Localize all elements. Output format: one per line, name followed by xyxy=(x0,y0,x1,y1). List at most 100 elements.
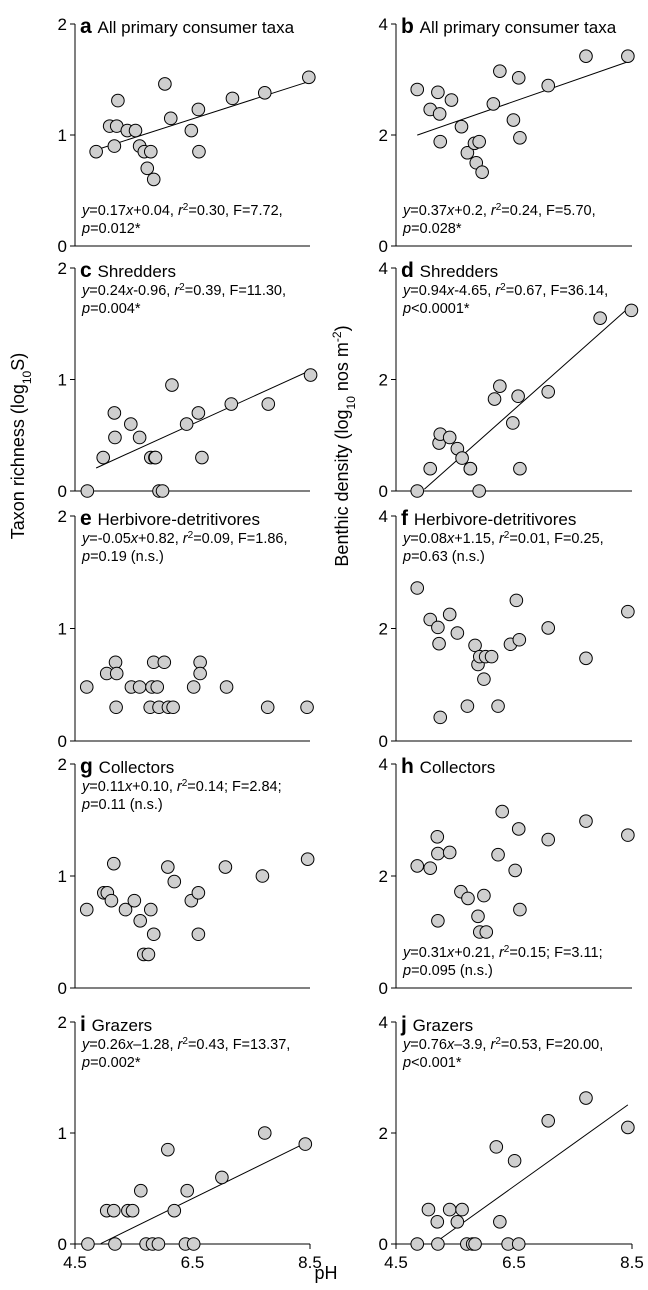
data-point xyxy=(146,927,161,942)
y-tick-label: 2 xyxy=(58,15,67,34)
stats-line-1: y=-0.05x+0.82, r2=0.09, F=1.86, xyxy=(81,530,288,548)
data-point xyxy=(432,636,446,651)
data-point xyxy=(193,666,207,681)
y-tick-label: 2 xyxy=(379,126,388,145)
y-tick-label: 0 xyxy=(379,979,388,998)
data-point xyxy=(410,859,425,873)
data-point xyxy=(219,680,234,694)
data-point xyxy=(593,311,607,325)
data-point xyxy=(302,70,316,85)
data-point xyxy=(180,1183,195,1198)
data-point xyxy=(433,134,448,149)
regression-line xyxy=(95,81,309,151)
y-tick-label: 0 xyxy=(58,979,67,998)
data-point xyxy=(468,638,482,653)
panel-title: j Grazers xyxy=(400,1013,473,1036)
data-point xyxy=(621,828,635,842)
data-point xyxy=(621,49,635,63)
stats-line-2: p=0.028* xyxy=(402,221,462,237)
data-point xyxy=(511,71,526,85)
data-point xyxy=(487,392,502,406)
data-point xyxy=(132,430,147,445)
data-point xyxy=(461,891,475,906)
stats-line-1: y=0.76x–3.9, r2=0.53, F=20.00, xyxy=(402,1036,603,1054)
data-point xyxy=(167,874,182,889)
y-tick-label: 2 xyxy=(58,755,67,774)
data-point xyxy=(423,861,438,875)
data-point xyxy=(161,1142,175,1157)
data-point xyxy=(191,886,206,900)
panel-title: e Herbivore-detritivores xyxy=(80,507,260,530)
data-point xyxy=(125,1203,140,1218)
stats-line-2: p=0.11 (n.s.) xyxy=(81,797,163,813)
y-tick-label: 2 xyxy=(58,1013,67,1032)
data-point xyxy=(106,856,121,871)
panel-title: f Herbivore-detritivores xyxy=(401,507,576,530)
data-point xyxy=(148,450,163,465)
data-point xyxy=(166,700,180,715)
x-tick-label: 6.5 xyxy=(181,1253,205,1272)
data-point xyxy=(106,1203,121,1218)
x-tick-label: 6.5 xyxy=(502,1253,526,1272)
data-point xyxy=(442,607,457,622)
data-point xyxy=(541,832,556,847)
data-point xyxy=(193,655,207,670)
data-point xyxy=(579,651,593,666)
y-tick-label: 0 xyxy=(379,732,388,751)
data-point xyxy=(107,139,122,153)
data-point xyxy=(128,123,143,138)
data-point xyxy=(79,680,94,694)
y-tick-label: 2 xyxy=(58,259,67,278)
y-tick-label: 1 xyxy=(58,620,67,639)
data-point xyxy=(442,430,457,445)
data-point xyxy=(460,145,475,160)
data-point xyxy=(225,91,240,106)
data-point xyxy=(260,700,275,715)
data-point xyxy=(460,699,475,713)
data-point xyxy=(257,86,272,100)
data-point xyxy=(579,1091,593,1105)
data-point xyxy=(421,1202,436,1217)
data-point xyxy=(455,1202,469,1217)
y-tick-label: 4 xyxy=(379,15,388,34)
data-point xyxy=(255,869,270,883)
data-point xyxy=(186,680,201,694)
data-point xyxy=(410,484,425,498)
data-point xyxy=(80,484,95,498)
stats-line-2: p<0.001* xyxy=(402,1055,462,1071)
data-point xyxy=(261,397,276,411)
y-tick-label: 0 xyxy=(379,482,388,501)
y-tick-label: 1 xyxy=(58,867,67,886)
y-tick-label: 0 xyxy=(58,732,67,751)
data-point xyxy=(541,621,556,635)
y-tick-label: 4 xyxy=(379,507,388,526)
stats-line-1: y=0.31x+0.21, r2=0.15; F=3.11; xyxy=(402,944,603,962)
data-point xyxy=(191,406,206,420)
data-point xyxy=(579,814,593,828)
data-point xyxy=(430,1215,445,1229)
data-point xyxy=(132,680,147,694)
data-point xyxy=(151,1237,166,1251)
data-point xyxy=(161,860,175,874)
data-point xyxy=(579,49,593,63)
data-point xyxy=(431,914,445,928)
data-point xyxy=(513,461,527,476)
data-point xyxy=(491,847,505,862)
data-point xyxy=(157,655,172,670)
data-point xyxy=(109,666,124,681)
y-tick-label: 2 xyxy=(379,867,388,886)
data-point xyxy=(472,484,486,498)
regression-line xyxy=(95,370,310,469)
data-point xyxy=(621,604,635,619)
y-tick-label: 2 xyxy=(58,507,67,526)
data-point xyxy=(79,902,94,917)
data-point xyxy=(541,78,556,93)
data-point xyxy=(155,484,170,498)
data-point xyxy=(477,888,491,903)
data-point xyxy=(468,1237,482,1251)
data-point xyxy=(163,111,178,126)
